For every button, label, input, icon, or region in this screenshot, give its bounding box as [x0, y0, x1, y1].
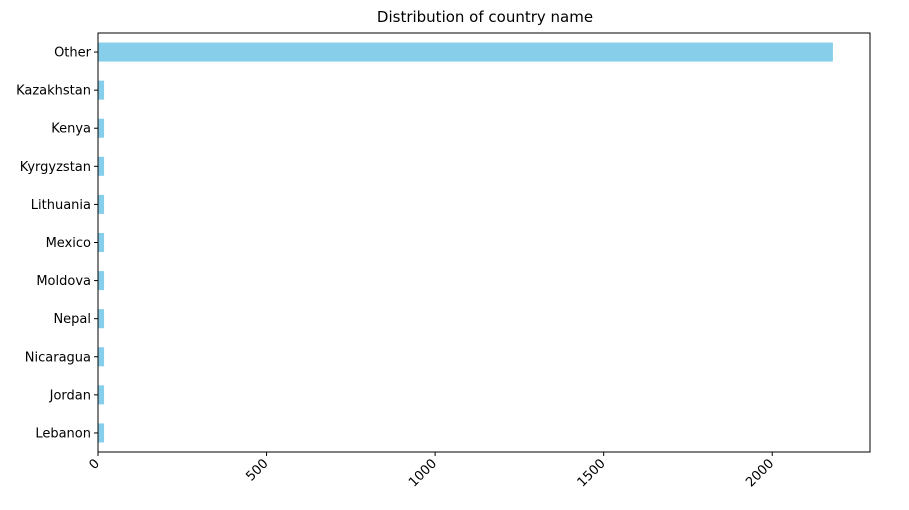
- y-tick-label: Mexico: [46, 236, 91, 251]
- x-tick-label: 1500: [575, 456, 609, 490]
- bar-jordan: [98, 385, 105, 405]
- bar-kazakhstan: [98, 80, 105, 100]
- y-tick-label: Other: [54, 46, 92, 61]
- y-tick-label: Lithuania: [31, 198, 91, 213]
- bar-lebanon: [98, 423, 105, 443]
- bar-lithuania: [98, 194, 105, 214]
- bar-nicaragua: [98, 347, 105, 367]
- x-axis-ticks: 0 500 1000 1500 2000: [86, 452, 777, 490]
- bar-other: [98, 42, 833, 62]
- bar-nepal: [98, 309, 105, 329]
- bar-kenya: [98, 118, 105, 138]
- bars-group: [98, 42, 833, 443]
- y-tick-label: Kazakhstan: [16, 84, 91, 99]
- y-tick-label: Kenya: [51, 122, 91, 137]
- axes-group: [97, 32, 871, 453]
- chart-title: Distribution of country name: [377, 8, 593, 26]
- bar-mexico: [98, 232, 105, 253]
- bar-moldova: [98, 271, 105, 291]
- x-tick-label: 500: [243, 456, 271, 484]
- y-tick-label: Nicaragua: [25, 350, 91, 365]
- bar-kyrgyzstan: [98, 156, 105, 176]
- y-tick-label: Nepal: [53, 312, 91, 327]
- y-tick-label: Kyrgyzstan: [20, 160, 91, 175]
- plot-frame: [97, 32, 871, 453]
- y-tick-label: Lebanon: [35, 426, 91, 441]
- y-tick-label: Moldova: [36, 274, 91, 289]
- x-tick-label: 2000: [743, 456, 777, 490]
- y-tick-label: Jordan: [49, 388, 91, 403]
- x-tick-label: 1000: [406, 456, 440, 490]
- y-axis-ticks: Other Kazakhstan Kenya Kyrgyzstan Lithuania M…: [16, 46, 98, 441]
- x-tick-label: 0: [86, 456, 102, 472]
